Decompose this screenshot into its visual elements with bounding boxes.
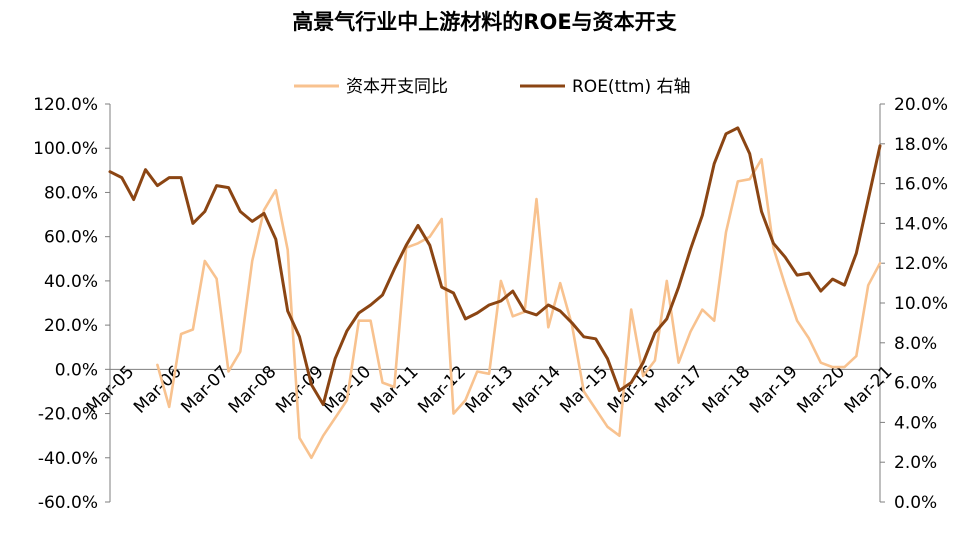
- right-tick-label: 8.0%: [894, 334, 937, 354]
- left-tick-label: -40.0%: [38, 449, 98, 469]
- legend-item-roe-label: ROE(ttm) 右轴: [572, 77, 691, 97]
- x-tick-label: Mar-17: [651, 362, 707, 418]
- left-tick-label: 20.0%: [44, 316, 98, 336]
- left-tick-label: -20.0%: [38, 405, 98, 425]
- right-tick-label: 4.0%: [894, 413, 937, 433]
- series-line-roe: [108, 126, 882, 406]
- right-tick-label: 16.0%: [894, 175, 948, 195]
- legend-item-capex-label: 资本开支同比: [346, 77, 448, 97]
- x-tick-label: Mar-14: [509, 362, 565, 418]
- right-tick-label: 20.0%: [894, 95, 948, 115]
- right-tick-label: 6.0%: [894, 374, 937, 394]
- x-tick-label: Mar-19: [746, 362, 802, 418]
- left-tick-label: 80.0%: [44, 183, 98, 203]
- left-tick-label: -60.0%: [38, 493, 98, 513]
- left-tick-label: 120.0%: [33, 95, 98, 115]
- x-tick-label: Mar-08: [225, 362, 281, 418]
- x-tick-label: Mar-20: [793, 362, 849, 418]
- left-tick-label: 60.0%: [44, 228, 98, 248]
- lines-layer: [108, 126, 882, 460]
- right-tick-label: 10.0%: [894, 294, 948, 314]
- right-tick-label: 18.0%: [894, 135, 948, 155]
- x-tick-label: Mar-09: [272, 362, 328, 418]
- right-tick-label: 14.0%: [894, 214, 948, 234]
- x-tick-label: Mar-18: [699, 362, 755, 418]
- left-tick-label: 0.0%: [55, 360, 98, 380]
- left-tick-label: 100.0%: [33, 139, 98, 159]
- right-tick-label: 2.0%: [894, 453, 937, 473]
- x-tick-label: Mar-12: [414, 362, 470, 418]
- left-tick-label: 40.0%: [44, 272, 98, 292]
- right-tick-label: 12.0%: [894, 254, 948, 274]
- x-tick-label: Mar-07: [177, 362, 233, 418]
- right-tick-label: 0.0%: [894, 493, 937, 513]
- legend: 资本开支同比 ROE(ttm) 右轴: [294, 77, 691, 97]
- series-line-capex: [156, 158, 882, 460]
- x-tick-label: Mar-21: [841, 362, 897, 418]
- chart-title: 高景气行业中上游材料的ROE与资本开支: [292, 10, 677, 34]
